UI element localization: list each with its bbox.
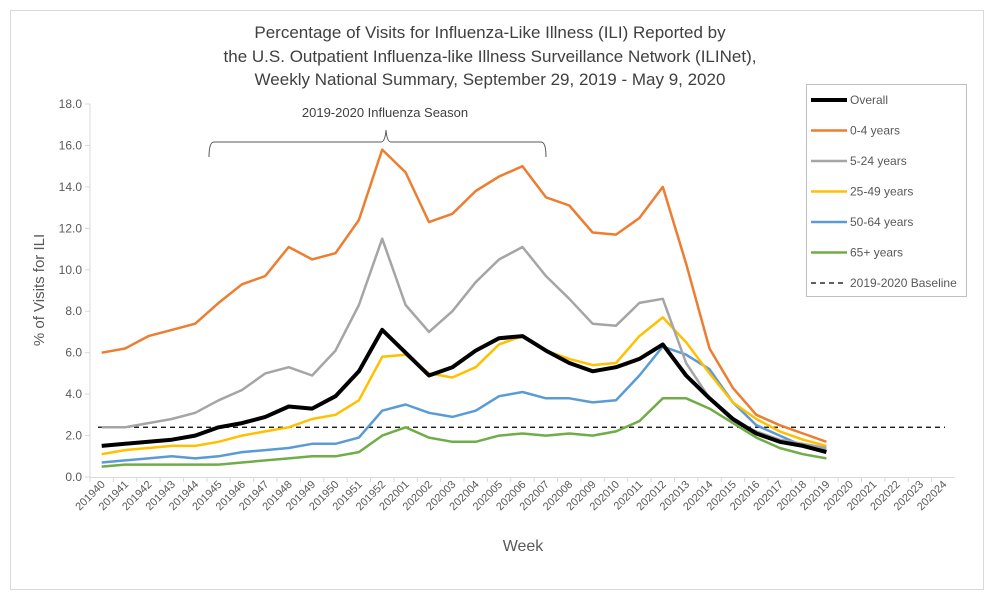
- y-tick-label: 16.0: [59, 138, 83, 152]
- season-bracket: [208, 129, 547, 158]
- chart-title-line-3: Weekly National Summary, September 29, 2…: [255, 70, 726, 89]
- y-tick-label: 2.0: [65, 429, 82, 443]
- legend-label: 5-24 years: [850, 154, 907, 168]
- y-tick-label: 0.0: [65, 470, 82, 484]
- series-line-25-49-years: [101, 316, 827, 456]
- legend-label: Overall: [850, 93, 888, 107]
- y-axis-label: % of Visits for ILI: [31, 234, 48, 346]
- y-tick-label: 8.0: [65, 304, 82, 318]
- legend-label: 25-49 years: [850, 185, 913, 199]
- y-tick-label: 14.0: [59, 180, 83, 194]
- y-tick-label: 18.0: [59, 97, 83, 111]
- x-axis-label: Week: [503, 538, 545, 555]
- chart-title-line-2: the U.S. Outpatient Influenza-like Illne…: [224, 47, 757, 66]
- legend-label: 65+ years: [850, 246, 903, 260]
- series-line-65-years: [101, 397, 827, 468]
- legend-label: 50-64 years: [850, 215, 913, 229]
- chart-title-line-1: Percentage of Visits for Influenza-Like …: [254, 23, 726, 42]
- series-line-overall: [101, 327, 827, 455]
- season-annotation: 2019-2020 Influenza Season: [302, 105, 468, 120]
- y-tick-label: 4.0: [65, 387, 82, 401]
- y-tick-label: 12.0: [59, 221, 83, 235]
- legend-label: 0-4 years: [850, 124, 900, 138]
- legend-label: 2019-2020 Baseline: [850, 276, 957, 290]
- series-line-0-4-years: [101, 148, 827, 443]
- y-tick-label: 6.0: [65, 346, 82, 360]
- y-tick-label: 10.0: [59, 263, 83, 277]
